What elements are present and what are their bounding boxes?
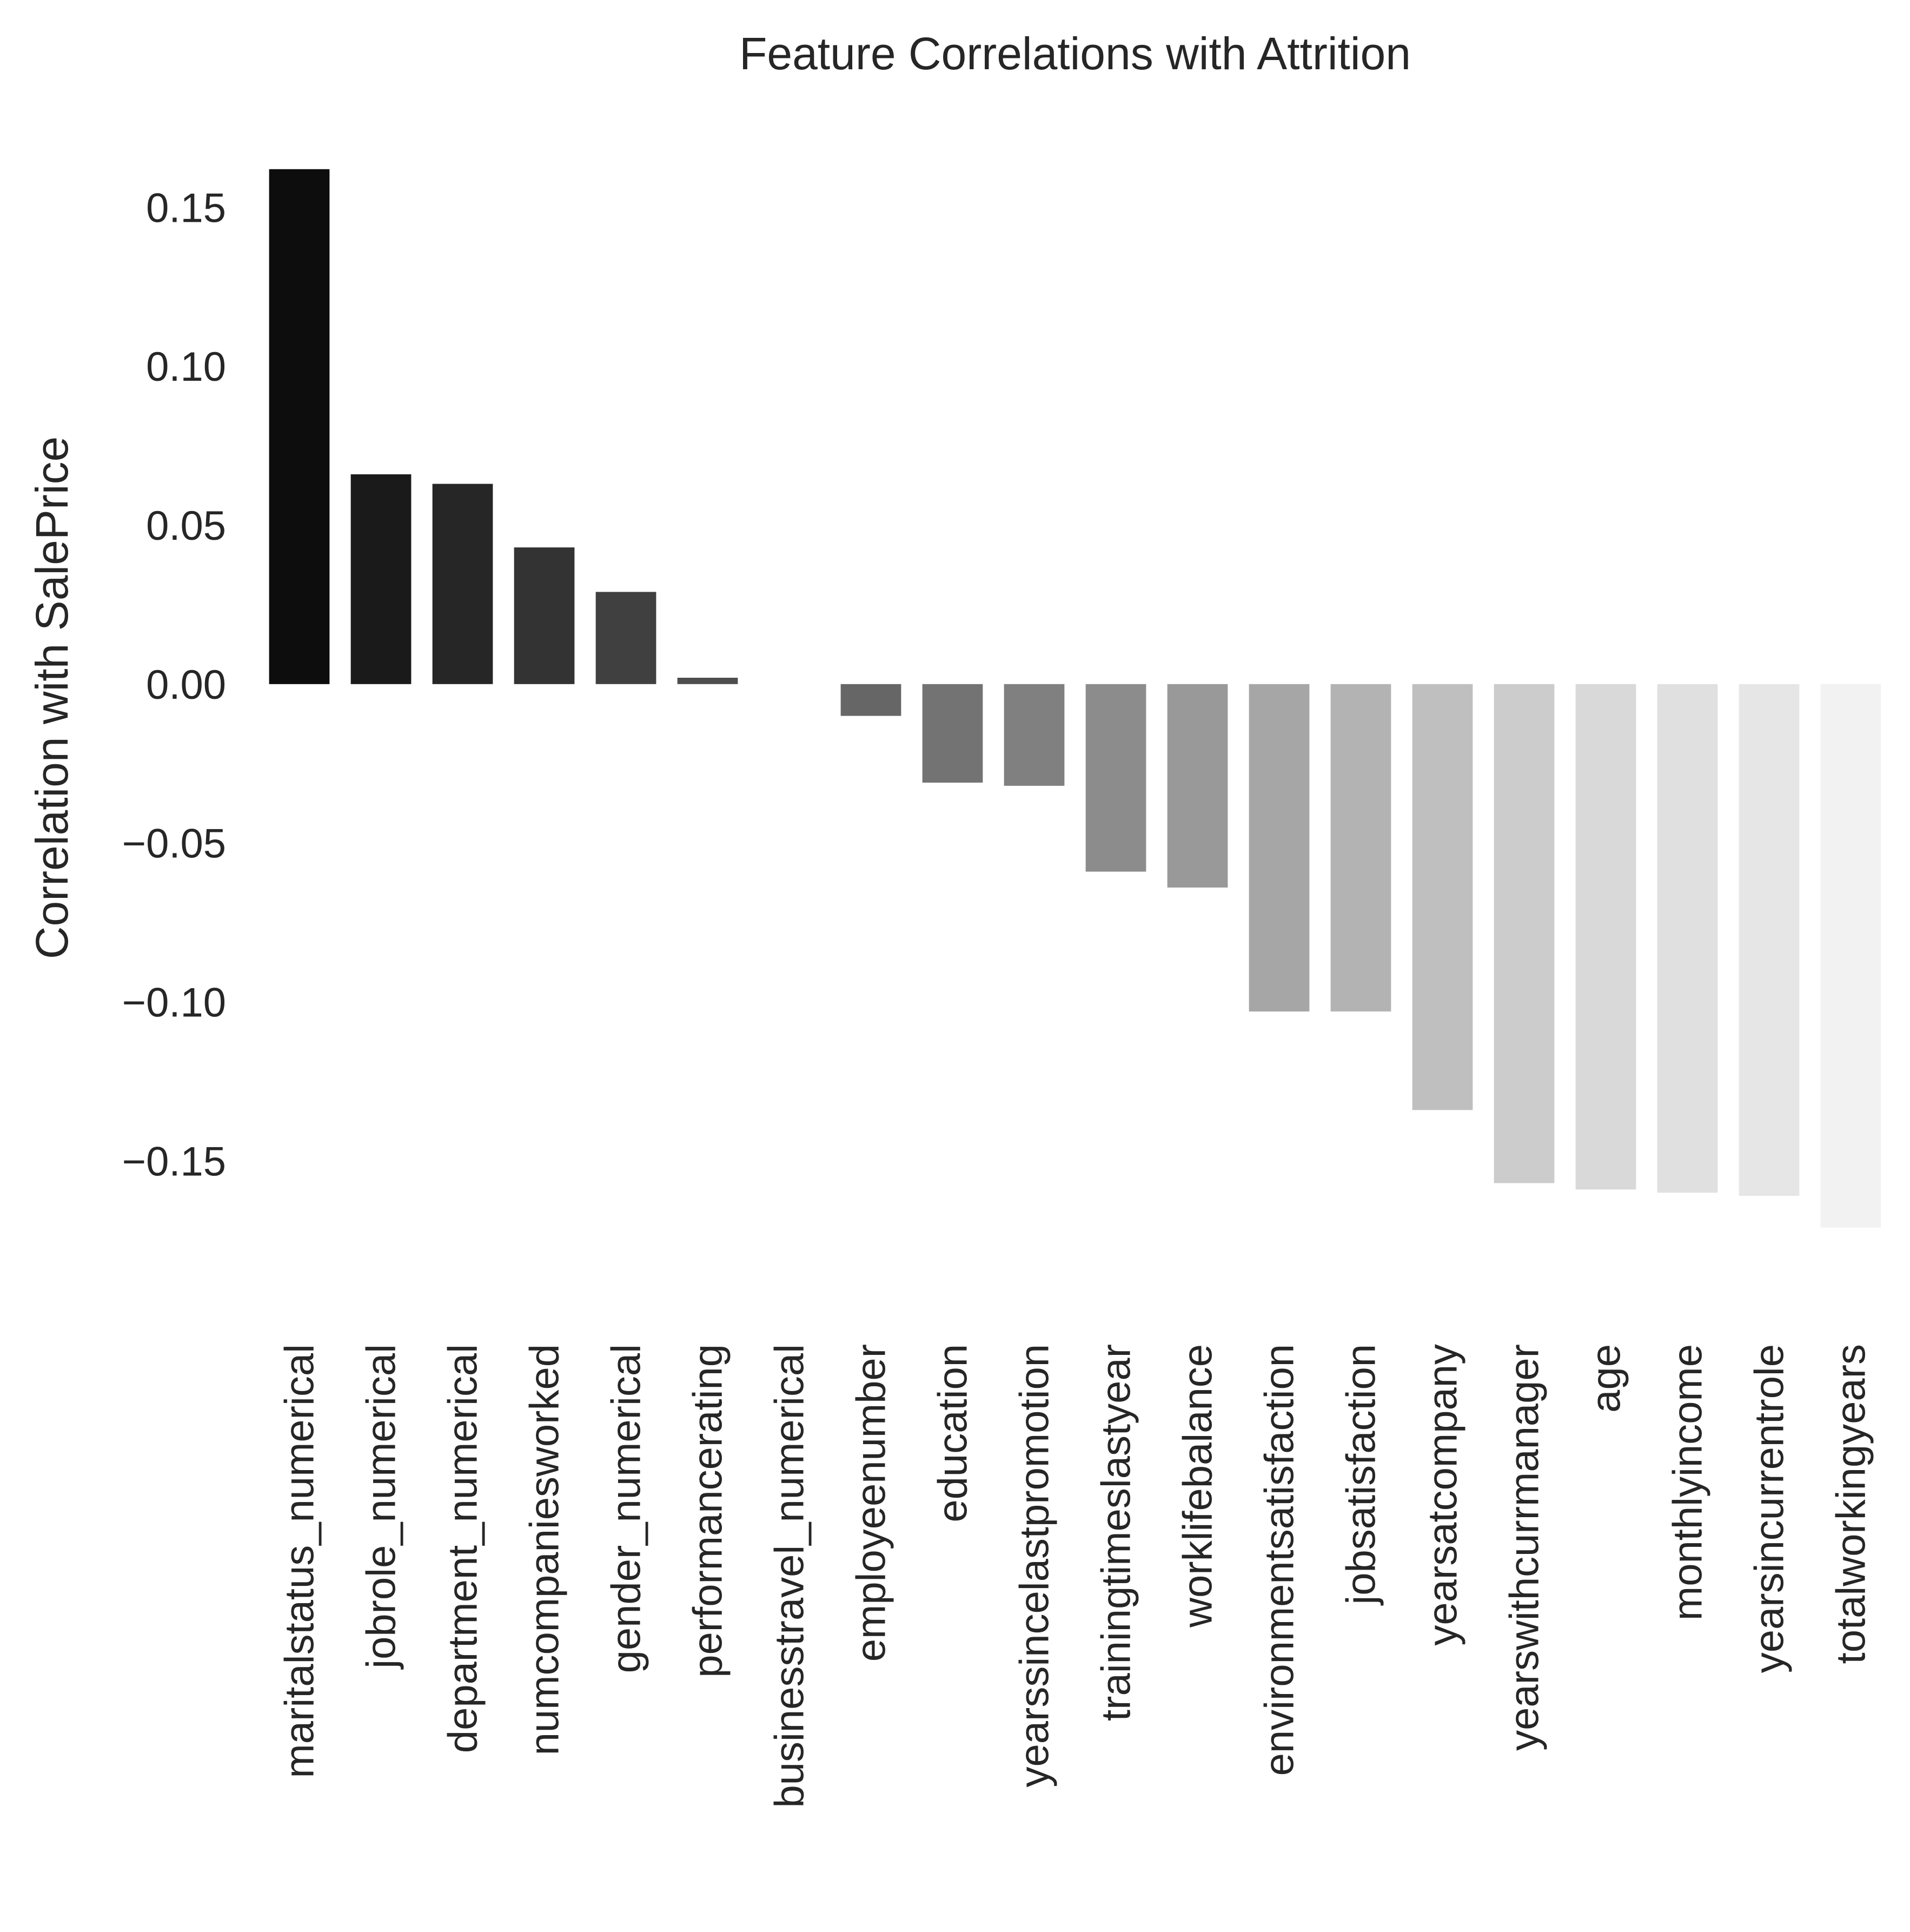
bar bbox=[1412, 684, 1473, 1110]
y-tick-label: −0.15 bbox=[122, 1139, 226, 1185]
x-tick-label: yearswithcurrmanager bbox=[1502, 1344, 1548, 1751]
bar bbox=[432, 484, 493, 684]
bar bbox=[677, 678, 738, 684]
y-tick-label: −0.05 bbox=[122, 821, 226, 867]
x-axis-ticks: maritalstatus_numerical jobrole_numerical… bbox=[277, 1344, 1874, 1808]
bar bbox=[840, 684, 901, 716]
bar bbox=[1820, 684, 1881, 1228]
bar bbox=[1085, 684, 1146, 872]
x-tick-label: numcompaniesworked bbox=[522, 1344, 568, 1755]
bar bbox=[514, 547, 575, 684]
x-tick-label: monthlyincome bbox=[1665, 1344, 1711, 1620]
y-tick-label: 0.05 bbox=[146, 503, 226, 549]
x-tick-label: yearssincelastpromotion bbox=[1012, 1344, 1058, 1788]
y-axis-ticks: 0.15 0.10 0.05 0.00 −0.05 −0.10 −0.15 bbox=[122, 185, 226, 1185]
x-tick-label: yearsincurrentrole bbox=[1747, 1344, 1793, 1673]
x-tick-label: yearsatcompany bbox=[1420, 1344, 1466, 1646]
x-tick-label: trainingtimeslastyear bbox=[1093, 1344, 1139, 1721]
x-tick-label: jobrole_numerical bbox=[359, 1344, 404, 1670]
bar bbox=[1167, 684, 1228, 888]
x-tick-label: department_numerical bbox=[440, 1344, 486, 1753]
chart-title: Feature Correlations with Attrition bbox=[739, 28, 1411, 79]
x-tick-label: education bbox=[930, 1344, 976, 1523]
bar bbox=[1249, 684, 1310, 1012]
y-tick-label: 0.10 bbox=[146, 344, 226, 390]
y-tick-label: 0.00 bbox=[146, 662, 226, 708]
bar bbox=[350, 474, 412, 684]
x-tick-label: employeenumber bbox=[848, 1344, 894, 1662]
x-tick-label: totalworkingyears bbox=[1828, 1344, 1874, 1664]
y-axis-label: Correlation with SalePrice bbox=[26, 436, 77, 959]
bar bbox=[1330, 684, 1391, 1012]
x-tick-label: gender_numerical bbox=[603, 1344, 649, 1673]
x-tick-label: maritalstatus_numerical bbox=[277, 1344, 323, 1778]
y-tick-label: 0.15 bbox=[146, 185, 226, 231]
x-tick-label: environmentsatisfaction bbox=[1257, 1344, 1303, 1776]
bar bbox=[922, 684, 983, 783]
bar bbox=[269, 169, 330, 684]
x-tick-label: age bbox=[1583, 1344, 1629, 1413]
x-tick-label: performancerating bbox=[685, 1344, 731, 1678]
bar bbox=[1739, 684, 1800, 1196]
bar bbox=[595, 592, 656, 684]
bar bbox=[1575, 684, 1636, 1190]
x-tick-label: worklifebalance bbox=[1175, 1344, 1221, 1628]
x-tick-label: businesstravel_numerical bbox=[767, 1344, 813, 1808]
y-tick-label: −0.10 bbox=[122, 980, 226, 1025]
bar bbox=[1004, 684, 1065, 786]
x-tick-label: jobsatisfaction bbox=[1338, 1344, 1384, 1606]
bars bbox=[269, 169, 1881, 1228]
bar bbox=[1657, 684, 1718, 1193]
bar bbox=[1494, 684, 1555, 1183]
